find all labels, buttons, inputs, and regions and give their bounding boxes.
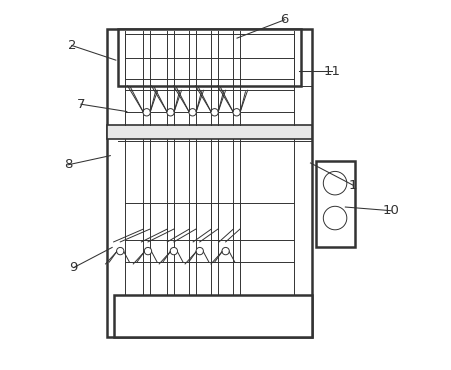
- Circle shape: [221, 248, 229, 255]
- Text: 10: 10: [382, 204, 399, 217]
- Bar: [315, 161, 354, 248]
- Text: 9: 9: [69, 261, 78, 274]
- Circle shape: [144, 248, 151, 255]
- Circle shape: [322, 171, 346, 195]
- Bar: [106, 29, 312, 337]
- Text: 1: 1: [348, 178, 356, 192]
- Circle shape: [170, 248, 177, 255]
- Bar: [125, 34, 293, 78]
- Circle shape: [211, 109, 218, 116]
- Text: 2: 2: [67, 39, 76, 52]
- Circle shape: [196, 248, 203, 255]
- Circle shape: [116, 248, 124, 255]
- Circle shape: [232, 109, 240, 116]
- Circle shape: [322, 206, 346, 230]
- Bar: [106, 125, 312, 139]
- Circle shape: [166, 109, 174, 116]
- Text: 7: 7: [77, 98, 85, 111]
- Bar: [117, 29, 301, 86]
- Text: 6: 6: [280, 13, 288, 26]
- Text: 11: 11: [323, 65, 340, 78]
- Bar: [114, 295, 312, 337]
- Circle shape: [189, 109, 196, 116]
- Circle shape: [143, 109, 150, 116]
- Text: 8: 8: [64, 158, 72, 171]
